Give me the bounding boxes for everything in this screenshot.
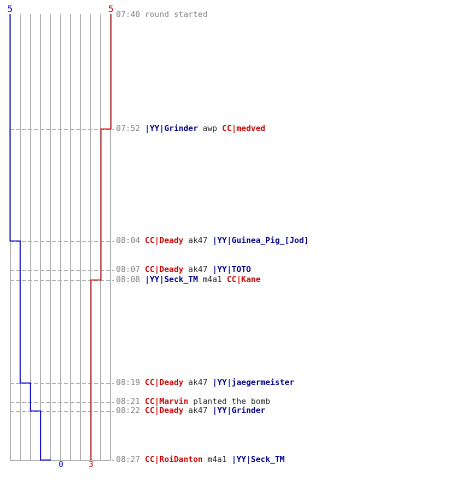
event-row: 08:07 CC|Deady ak47 |YY|TOTO bbox=[116, 265, 251, 275]
weapon-name: ak47 bbox=[188, 236, 208, 245]
timeline-grid bbox=[10, 14, 111, 461]
weapon-name: awp bbox=[202, 124, 218, 133]
victim-name: CC|Kane bbox=[226, 275, 261, 284]
killer-name: CC|Deady bbox=[144, 406, 184, 415]
event-row: 08:21 CC|Marvin planted the bomb bbox=[116, 397, 270, 407]
event-row: 07:40 round started bbox=[116, 10, 208, 20]
victim-name: |YY|Grinder bbox=[212, 406, 266, 415]
event-row: 08:27 CC|RoiDanton m4a1 |YY|Seck_TM bbox=[116, 455, 285, 465]
event-text: planted the bomb bbox=[193, 397, 271, 406]
event-time: 07:40 bbox=[116, 10, 141, 19]
weapon-name: ak47 bbox=[188, 265, 208, 274]
killer-name: |YY|Seck_TM bbox=[144, 275, 198, 284]
event-time: 08:08 bbox=[116, 275, 141, 284]
victim-name: |YY|TOTO bbox=[212, 265, 251, 274]
ct-start-count: 5 bbox=[7, 5, 12, 15]
killer-name: |YY|Grinder bbox=[144, 124, 198, 133]
t-team-alive-line bbox=[90, 14, 112, 460]
t-end-count: 3 bbox=[89, 460, 94, 469]
ct-team-alive-line bbox=[9, 14, 51, 461]
victim-name: |YY|Guinea_Pig_[Jod] bbox=[212, 236, 309, 245]
victim-name: |YY|jaegermeister bbox=[212, 378, 295, 387]
weapon-name: ak47 bbox=[188, 406, 208, 415]
victim-name: |YY|Seck_TM bbox=[231, 455, 285, 464]
event-row: 08:04 CC|Deady ak47 |YY|Guinea_Pig_[Jod] bbox=[116, 236, 309, 246]
t-start-count: 5 bbox=[108, 5, 113, 15]
event-time: 07:52 bbox=[116, 124, 141, 133]
event-time: 08:21 bbox=[116, 397, 141, 406]
actor-name: CC|Marvin bbox=[144, 397, 189, 406]
event-text: round started bbox=[144, 10, 208, 19]
killer-name: CC|Deady bbox=[144, 265, 184, 274]
killer-name: CC|Deady bbox=[144, 236, 184, 245]
event-row: 08:08 |YY|Seck_TM m4a1 CC|Kane bbox=[116, 275, 261, 285]
victim-name: CC|medved bbox=[222, 124, 266, 133]
weapon-name: m4a1 bbox=[202, 275, 222, 284]
event-guides bbox=[10, 129, 114, 461]
event-time: 08:27 bbox=[116, 455, 141, 464]
event-time: 08:04 bbox=[116, 236, 141, 245]
killer-name: CC|RoiDanton bbox=[144, 455, 203, 464]
event-row: 07:52 |YY|Grinder awp CC|medved bbox=[116, 124, 265, 134]
event-time: 08:22 bbox=[116, 406, 141, 415]
weapon-name: m4a1 bbox=[207, 455, 227, 464]
ct-end-count: 0 bbox=[59, 460, 64, 469]
event-row: 08:19 CC|Deady ak47 |YY|jaegermeister bbox=[116, 378, 294, 388]
killer-name: CC|Deady bbox=[144, 378, 184, 387]
event-time: 08:19 bbox=[116, 378, 141, 387]
event-time: 08:07 bbox=[116, 265, 141, 274]
event-row: 08:22 CC|Deady ak47 |YY|Grinder bbox=[116, 406, 265, 416]
weapon-name: ak47 bbox=[188, 378, 208, 387]
